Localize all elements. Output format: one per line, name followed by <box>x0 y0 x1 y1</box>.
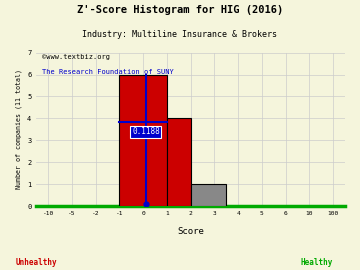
Bar <box>167 119 190 206</box>
Text: The Research Foundation of SUNY: The Research Foundation of SUNY <box>42 69 174 76</box>
X-axis label: Score: Score <box>177 227 204 236</box>
Text: Industry: Multiline Insurance & Brokers: Industry: Multiline Insurance & Brokers <box>82 30 278 39</box>
Text: Z'-Score Histogram for HIG (2016): Z'-Score Histogram for HIG (2016) <box>77 5 283 15</box>
Text: 0.1188: 0.1188 <box>132 127 160 136</box>
Bar <box>119 75 167 206</box>
Y-axis label: Number of companies (11 total): Number of companies (11 total) <box>15 69 22 189</box>
Text: Unhealthy: Unhealthy <box>15 258 57 267</box>
Bar <box>190 184 226 206</box>
Text: ©www.textbiz.org: ©www.textbiz.org <box>42 54 111 60</box>
Text: Healthy: Healthy <box>301 258 333 267</box>
